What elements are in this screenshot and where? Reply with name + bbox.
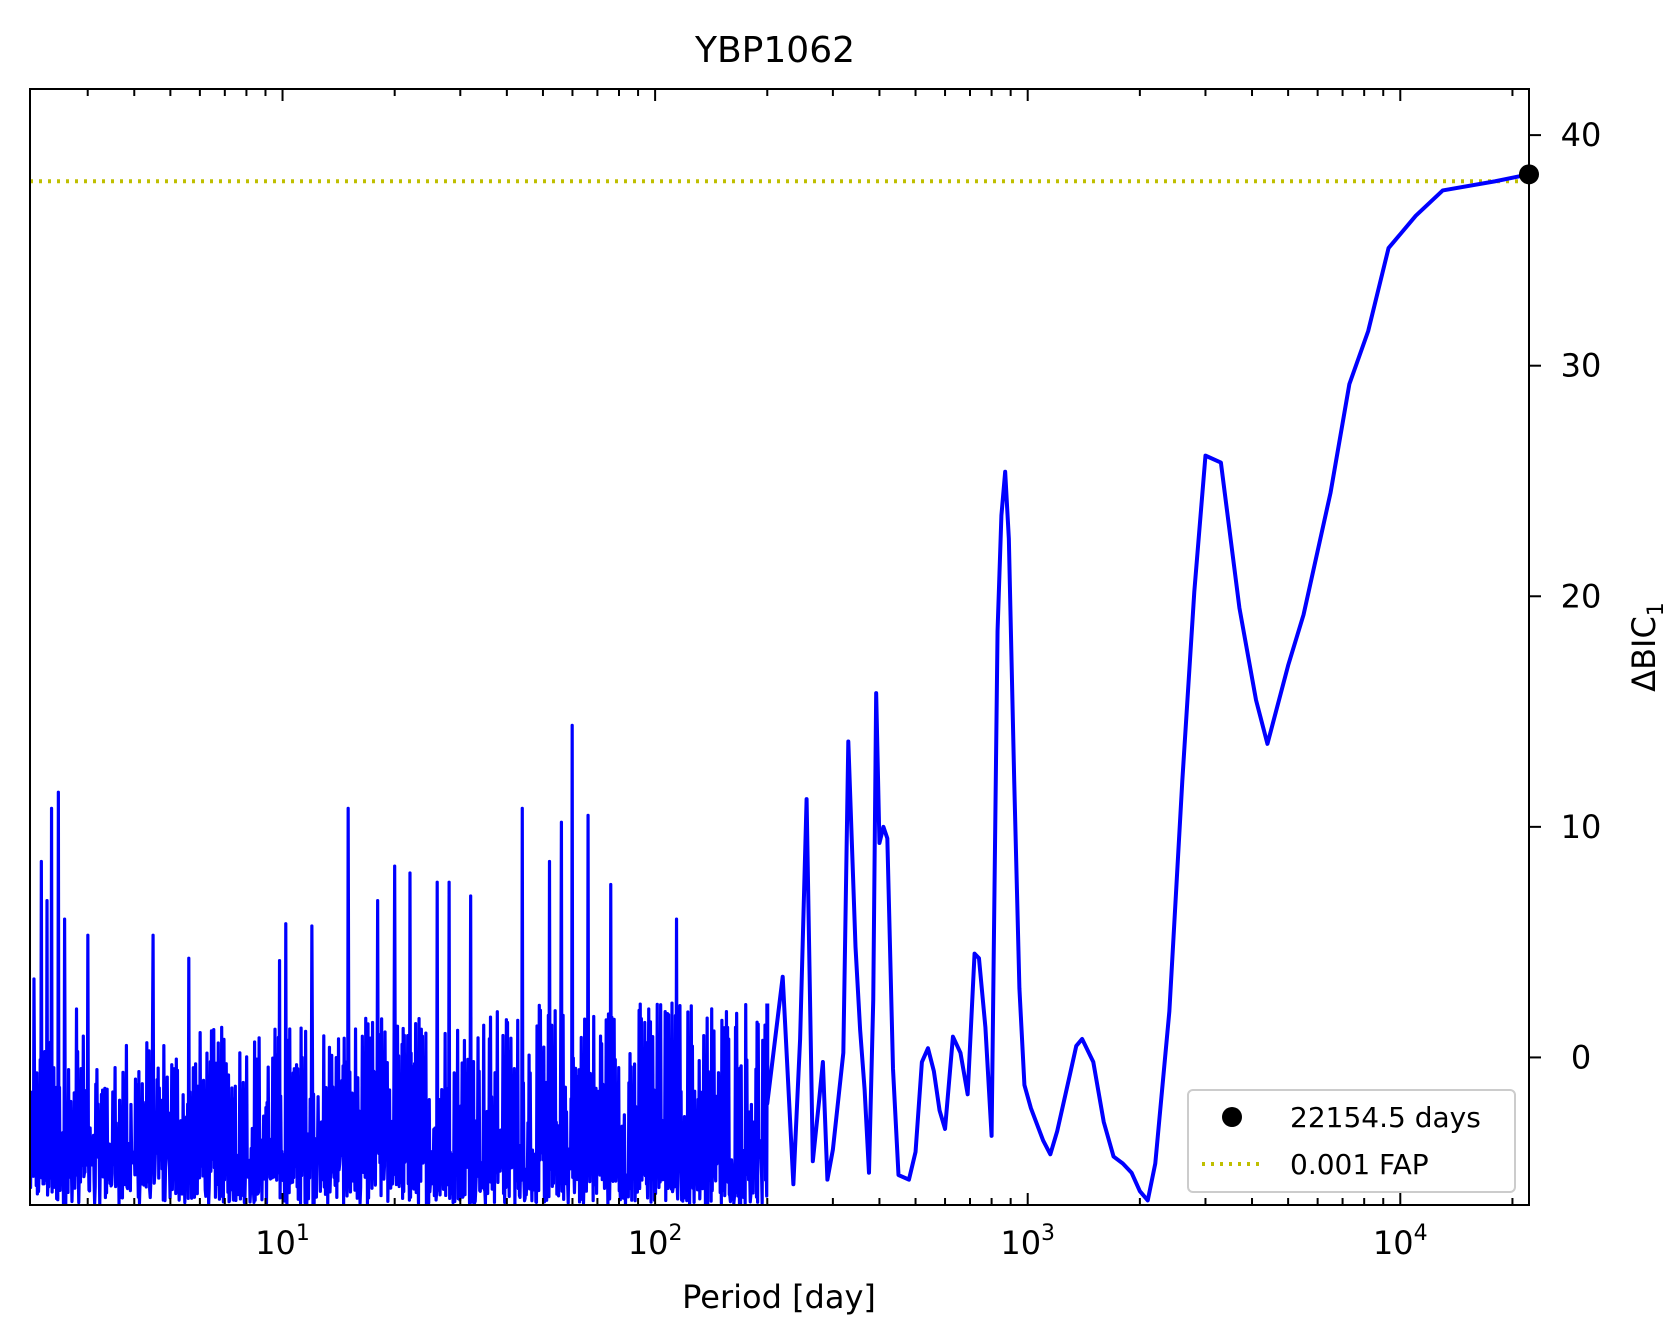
x-tick-label: 102 — [628, 1221, 683, 1262]
chart-title: YBP1062 — [694, 30, 855, 71]
legend: 22154.5 days 0.001 FAP — [1187, 1089, 1516, 1193]
y-tick-label: 20 — [1561, 577, 1602, 615]
x-tick-label: 104 — [1373, 1221, 1428, 1262]
noise-series — [30, 723, 769, 1205]
legend-label-fap: 0.001 FAP — [1290, 1148, 1429, 1181]
y-axis-label-subscript: 1 — [1644, 602, 1669, 616]
y-tick-label: 10 — [1561, 808, 1602, 846]
periodogram-noise-line — [30, 723, 769, 1205]
x-axis-ticks: 101 102 103 104 — [86, 89, 1514, 1262]
x-tick-label: 103 — [1000, 1221, 1055, 1262]
x-axis-label: Period [day] — [682, 1278, 876, 1316]
legend-box — [1187, 1089, 1516, 1193]
periodogram-line-0 — [765, 172, 1529, 1203]
legend-label-best-period: 22154.5 days — [1290, 1101, 1481, 1134]
y-axis-label-main: ΔBIC — [1625, 616, 1663, 692]
legend-marker-best-period — [1222, 1107, 1242, 1127]
y-axis-label: ΔBIC1 — [1625, 602, 1669, 692]
x-tick-label: 101 — [255, 1221, 310, 1262]
series-group — [765, 172, 1529, 1203]
y-tick-label: 0 — [1571, 1038, 1591, 1076]
y-axis-ticks: 0 10 20 30 40 — [1529, 116, 1601, 1076]
y-tick-label: 40 — [1561, 116, 1602, 154]
y-tick-label: 30 — [1561, 347, 1602, 385]
plot-frame — [29, 88, 1530, 1206]
